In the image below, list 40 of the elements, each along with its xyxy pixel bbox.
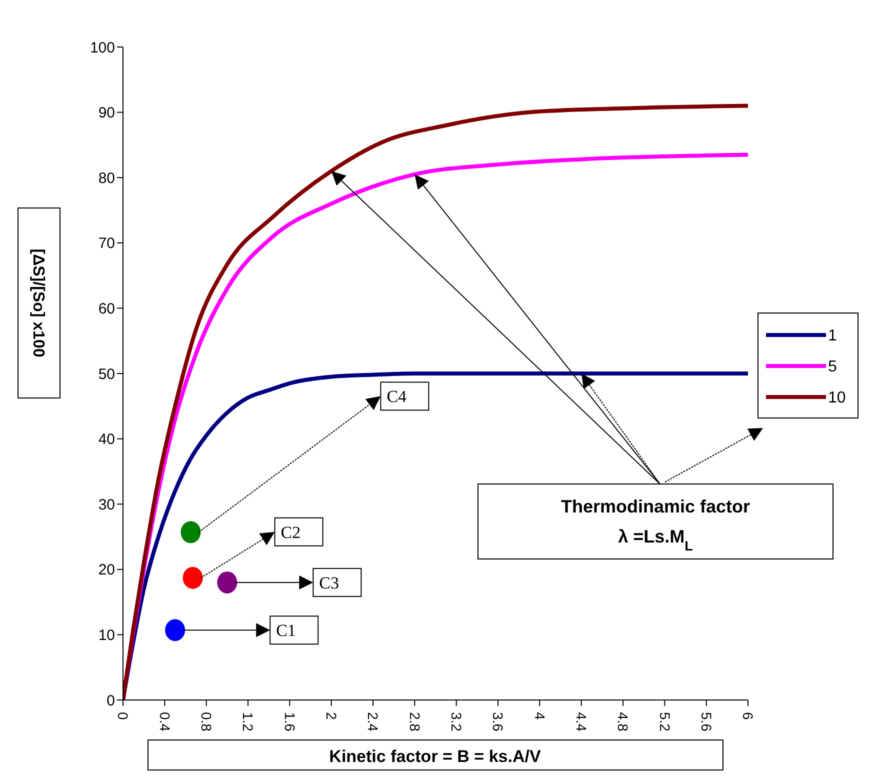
y-tick-label: 70 (98, 235, 115, 252)
x-tick-label: 6 (740, 712, 756, 720)
annotation: C3 (319, 573, 340, 592)
y-tick-label: 50 (98, 366, 115, 383)
annotation: C4 (386, 387, 408, 406)
point (165, 619, 186, 642)
x-axis-title: Kinetic factor = B = ks.A/V (329, 746, 542, 766)
annotation: Thermodinamic factor λ =Ls.M$_{L}$ (560, 496, 750, 553)
annotation: C1 (276, 621, 296, 640)
x-tick-label: 2.4 (365, 712, 382, 732)
y-tick-label: 90 (98, 104, 115, 122)
x-tick-label: 1.2 (240, 712, 256, 732)
x-tick-label: 5.2 (656, 712, 673, 732)
x-tick-label: 3.2 (448, 712, 464, 732)
x-tick-label: 4 (532, 712, 548, 720)
x-tick-label: 2 (323, 712, 340, 720)
y-tick-label: 10 (98, 627, 115, 644)
x-tick-label: 5.6 (698, 712, 714, 732)
y-axis-title: [ΔS]/[So] x100 (29, 248, 46, 358)
legend-label: 1 (828, 328, 837, 345)
y-tick-label: 80 (98, 170, 115, 187)
y-tick-label: 40 (98, 431, 115, 448)
x-tick-label: 0.8 (198, 712, 214, 732)
y-tick-label: 100 (90, 39, 115, 56)
x-tick-label: 3.6 (490, 712, 506, 732)
point (180, 521, 201, 544)
x-tick-label: 0 (115, 712, 132, 720)
annotation: C2 (280, 522, 301, 542)
y-tick-label: 30 (98, 496, 115, 514)
point (182, 566, 203, 589)
y-tick-label: 60 (98, 300, 115, 318)
x-tick-label: 4.4 (573, 712, 590, 732)
x-tick-label: 1.6 (282, 712, 298, 732)
legend-label: 5 (828, 358, 837, 376)
point (217, 571, 238, 594)
x-tick-label: 2.8 (406, 712, 423, 732)
legend-label: 10 (828, 390, 846, 407)
x-tick-label: 4.8 (615, 712, 632, 732)
y-tick-label: 20 (98, 562, 115, 579)
x-tick-label: 0.4 (156, 712, 173, 732)
